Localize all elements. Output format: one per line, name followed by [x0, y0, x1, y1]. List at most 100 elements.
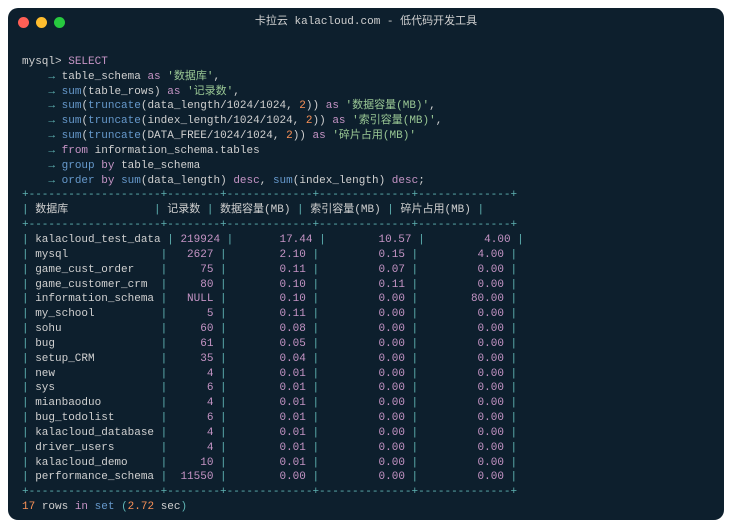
cell-db: driver_users: [35, 442, 154, 454]
cell-db: setup_CRM: [35, 353, 154, 365]
cell-index-mb: 0.15: [326, 249, 405, 261]
kw-order: order: [62, 175, 95, 187]
footer-time: 2.72: [128, 501, 154, 513]
cell-index-mb: 0.00: [326, 293, 405, 305]
cell-index-mb: 0.07: [326, 264, 405, 276]
kw-from: from: [62, 145, 88, 157]
close-paren: )): [313, 115, 326, 127]
cell-records: 219924: [180, 234, 220, 246]
terminator: ;: [418, 175, 425, 187]
cell-db: kalacloud_demo: [35, 457, 154, 469]
kw-desc: desc: [233, 175, 259, 187]
group-col: table_schema: [121, 160, 200, 172]
continuation-arrow: →: [48, 175, 55, 187]
col-expr: table_schema: [62, 71, 141, 83]
alias: '数据库': [167, 71, 213, 83]
result-table: +--------------------+--------+---------…: [22, 189, 524, 498]
args: (index_length): [293, 175, 385, 187]
cell-frag-mb: 0.00: [425, 279, 504, 291]
continuation-arrow: →: [48, 86, 55, 98]
cell-db: new: [35, 368, 154, 380]
cell-db: bug_todolist: [35, 412, 154, 424]
args: (data_length/1024/1024,: [141, 100, 299, 112]
cell-frag-mb: 80.00: [425, 293, 504, 305]
cell-data-mb: 0.01: [233, 442, 306, 454]
cell-data-mb: 0.04: [233, 353, 306, 365]
cell-db: kalacloud_test_data: [35, 234, 160, 246]
terminal-content[interactable]: mysql> SELECT → table_schema as '数据库', →…: [8, 36, 724, 520]
args: (DATA_FREE/1024/1024,: [141, 130, 286, 142]
cell-records: 11550: [174, 471, 214, 483]
cell-data-mb: 0.11: [233, 264, 306, 276]
cell-index-mb: 0.00: [326, 397, 405, 409]
comma: ,: [436, 115, 443, 127]
alias: '索引容量(MB)': [352, 115, 436, 127]
from-table: information_schema.tables: [95, 145, 260, 157]
cell-index-mb: 0.00: [326, 308, 405, 320]
cell-db: sohu: [35, 323, 154, 335]
func-truncate: truncate: [88, 100, 141, 112]
cell-db: game_cust_order: [35, 264, 154, 276]
func-sum: sum: [62, 86, 82, 98]
cell-records: 5: [174, 308, 214, 320]
continuation-arrow: →: [48, 100, 55, 112]
continuation-arrow: →: [48, 145, 55, 157]
footer-row-count: 17: [22, 501, 35, 513]
kw-desc: desc: [392, 175, 418, 187]
func-sum: sum: [62, 130, 82, 142]
kw-group: group: [62, 160, 95, 172]
cell-db: kalacloud_database: [35, 427, 154, 439]
cell-frag-mb: 0.00: [425, 382, 504, 394]
cell-frag-mb: 4.00: [425, 249, 504, 261]
cell-index-mb: 0.11: [326, 279, 405, 291]
cell-index-mb: 0.00: [326, 457, 405, 469]
cell-frag-mb: 0.00: [425, 471, 504, 483]
alias: '碎片占用(MB)': [332, 130, 416, 142]
cell-data-mb: 17.44: [240, 234, 313, 246]
paren-close: ): [181, 501, 188, 513]
mysql-prompt: mysql>: [22, 56, 62, 68]
cell-data-mb: 0.00: [233, 471, 306, 483]
kw-select: SELECT: [68, 56, 108, 68]
cell-frag-mb: 0.00: [425, 308, 504, 320]
footer-sec: sec: [161, 501, 181, 513]
table-border: +--------------------+--------+---------…: [22, 486, 517, 498]
cell-records: 10: [174, 457, 214, 469]
kw-as: as: [147, 71, 160, 83]
kw-by: by: [101, 175, 114, 187]
func-sum: sum: [273, 175, 293, 187]
cell-index-mb: 0.00: [326, 323, 405, 335]
cell-frag-mb: 0.00: [425, 323, 504, 335]
cell-data-mb: 0.01: [233, 397, 306, 409]
func-sum: sum: [62, 115, 82, 127]
cell-index-mb: 0.00: [326, 382, 405, 394]
cell-records: 6: [174, 412, 214, 424]
cell-records: NULL: [174, 293, 214, 305]
kw-as: as: [313, 130, 326, 142]
alias: '数据容量(MB)': [346, 100, 430, 112]
cell-index-mb: 0.00: [326, 427, 405, 439]
cell-records: 4: [174, 368, 214, 380]
num-literal: 2: [299, 100, 306, 112]
cell-data-mb: 2.10: [233, 249, 306, 261]
kw-as: as: [332, 115, 345, 127]
cell-db: bug: [35, 338, 154, 350]
cell-data-mb: 0.11: [233, 308, 306, 320]
cell-data-mb: 0.01: [233, 412, 306, 424]
args: (data_length): [141, 175, 227, 187]
cell-records: 60: [174, 323, 214, 335]
cell-frag-mb: 0.00: [425, 338, 504, 350]
cell-data-mb: 0.10: [233, 293, 306, 305]
num-literal: 2: [286, 130, 293, 142]
cell-data-mb: 0.01: [233, 368, 306, 380]
cell-frag-mb: 0.00: [425, 412, 504, 424]
terminal-window: 卡拉云 kalacloud.com - 低代码开发工具 mysql> SELEC…: [8, 8, 724, 520]
cell-frag-mb: 4.00: [431, 234, 510, 246]
cell-records: 80: [174, 279, 214, 291]
cell-frag-mb: 0.00: [425, 457, 504, 469]
footer-in: in: [75, 501, 88, 513]
cell-db: mianbaoduo: [35, 397, 154, 409]
continuation-arrow: →: [48, 115, 55, 127]
kw-as: as: [167, 86, 180, 98]
table-border: +--------------------+--------+---------…: [22, 219, 517, 231]
